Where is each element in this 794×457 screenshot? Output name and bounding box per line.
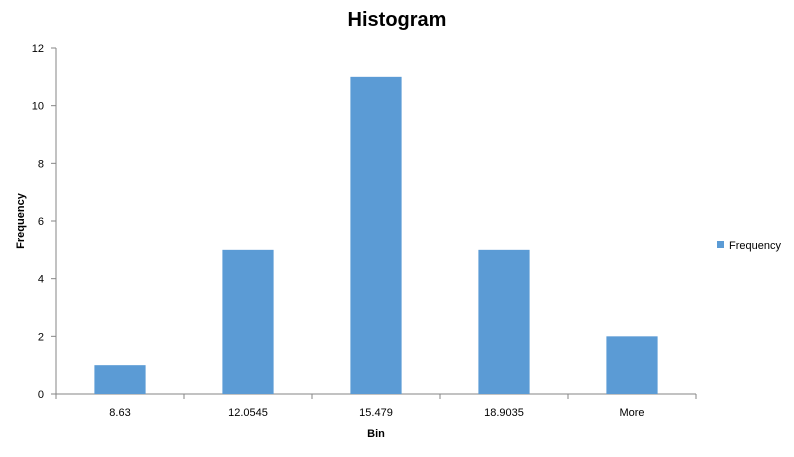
plot-area: 0 2 4 6 8 10 12 8.63 12.0545 15.479 18.9035 More — [32, 43, 697, 419]
x-axis-title: Bin — [367, 428, 385, 440]
y-tick-label: 6 — [38, 216, 44, 228]
bar — [350, 76, 402, 394]
bar — [222, 249, 274, 394]
x-tick-label: 15.479 — [359, 407, 393, 419]
legend-swatch — [717, 241, 724, 248]
bar — [94, 365, 146, 394]
y-tick-label: 8 — [38, 158, 44, 170]
x-tick-label: 18.9035 — [484, 407, 524, 419]
bar — [478, 249, 530, 394]
y-tick-label: 0 — [38, 389, 44, 401]
y-tick-label: 4 — [38, 274, 44, 286]
x-tick-label: 8.63 — [109, 407, 130, 419]
bar — [606, 336, 658, 394]
legend: Frequency — [717, 240, 781, 252]
x-tick-label: 12.0545 — [228, 407, 268, 419]
y-axis-title: Frequency — [15, 192, 27, 249]
x-tick-label: More — [619, 407, 644, 419]
chart-title: Histogram — [348, 9, 447, 31]
y-tick-label: 12 — [32, 43, 44, 55]
y-tick-label: 2 — [38, 331, 44, 343]
legend-label: Frequency — [729, 240, 781, 252]
y-tick-label: 10 — [32, 101, 44, 113]
